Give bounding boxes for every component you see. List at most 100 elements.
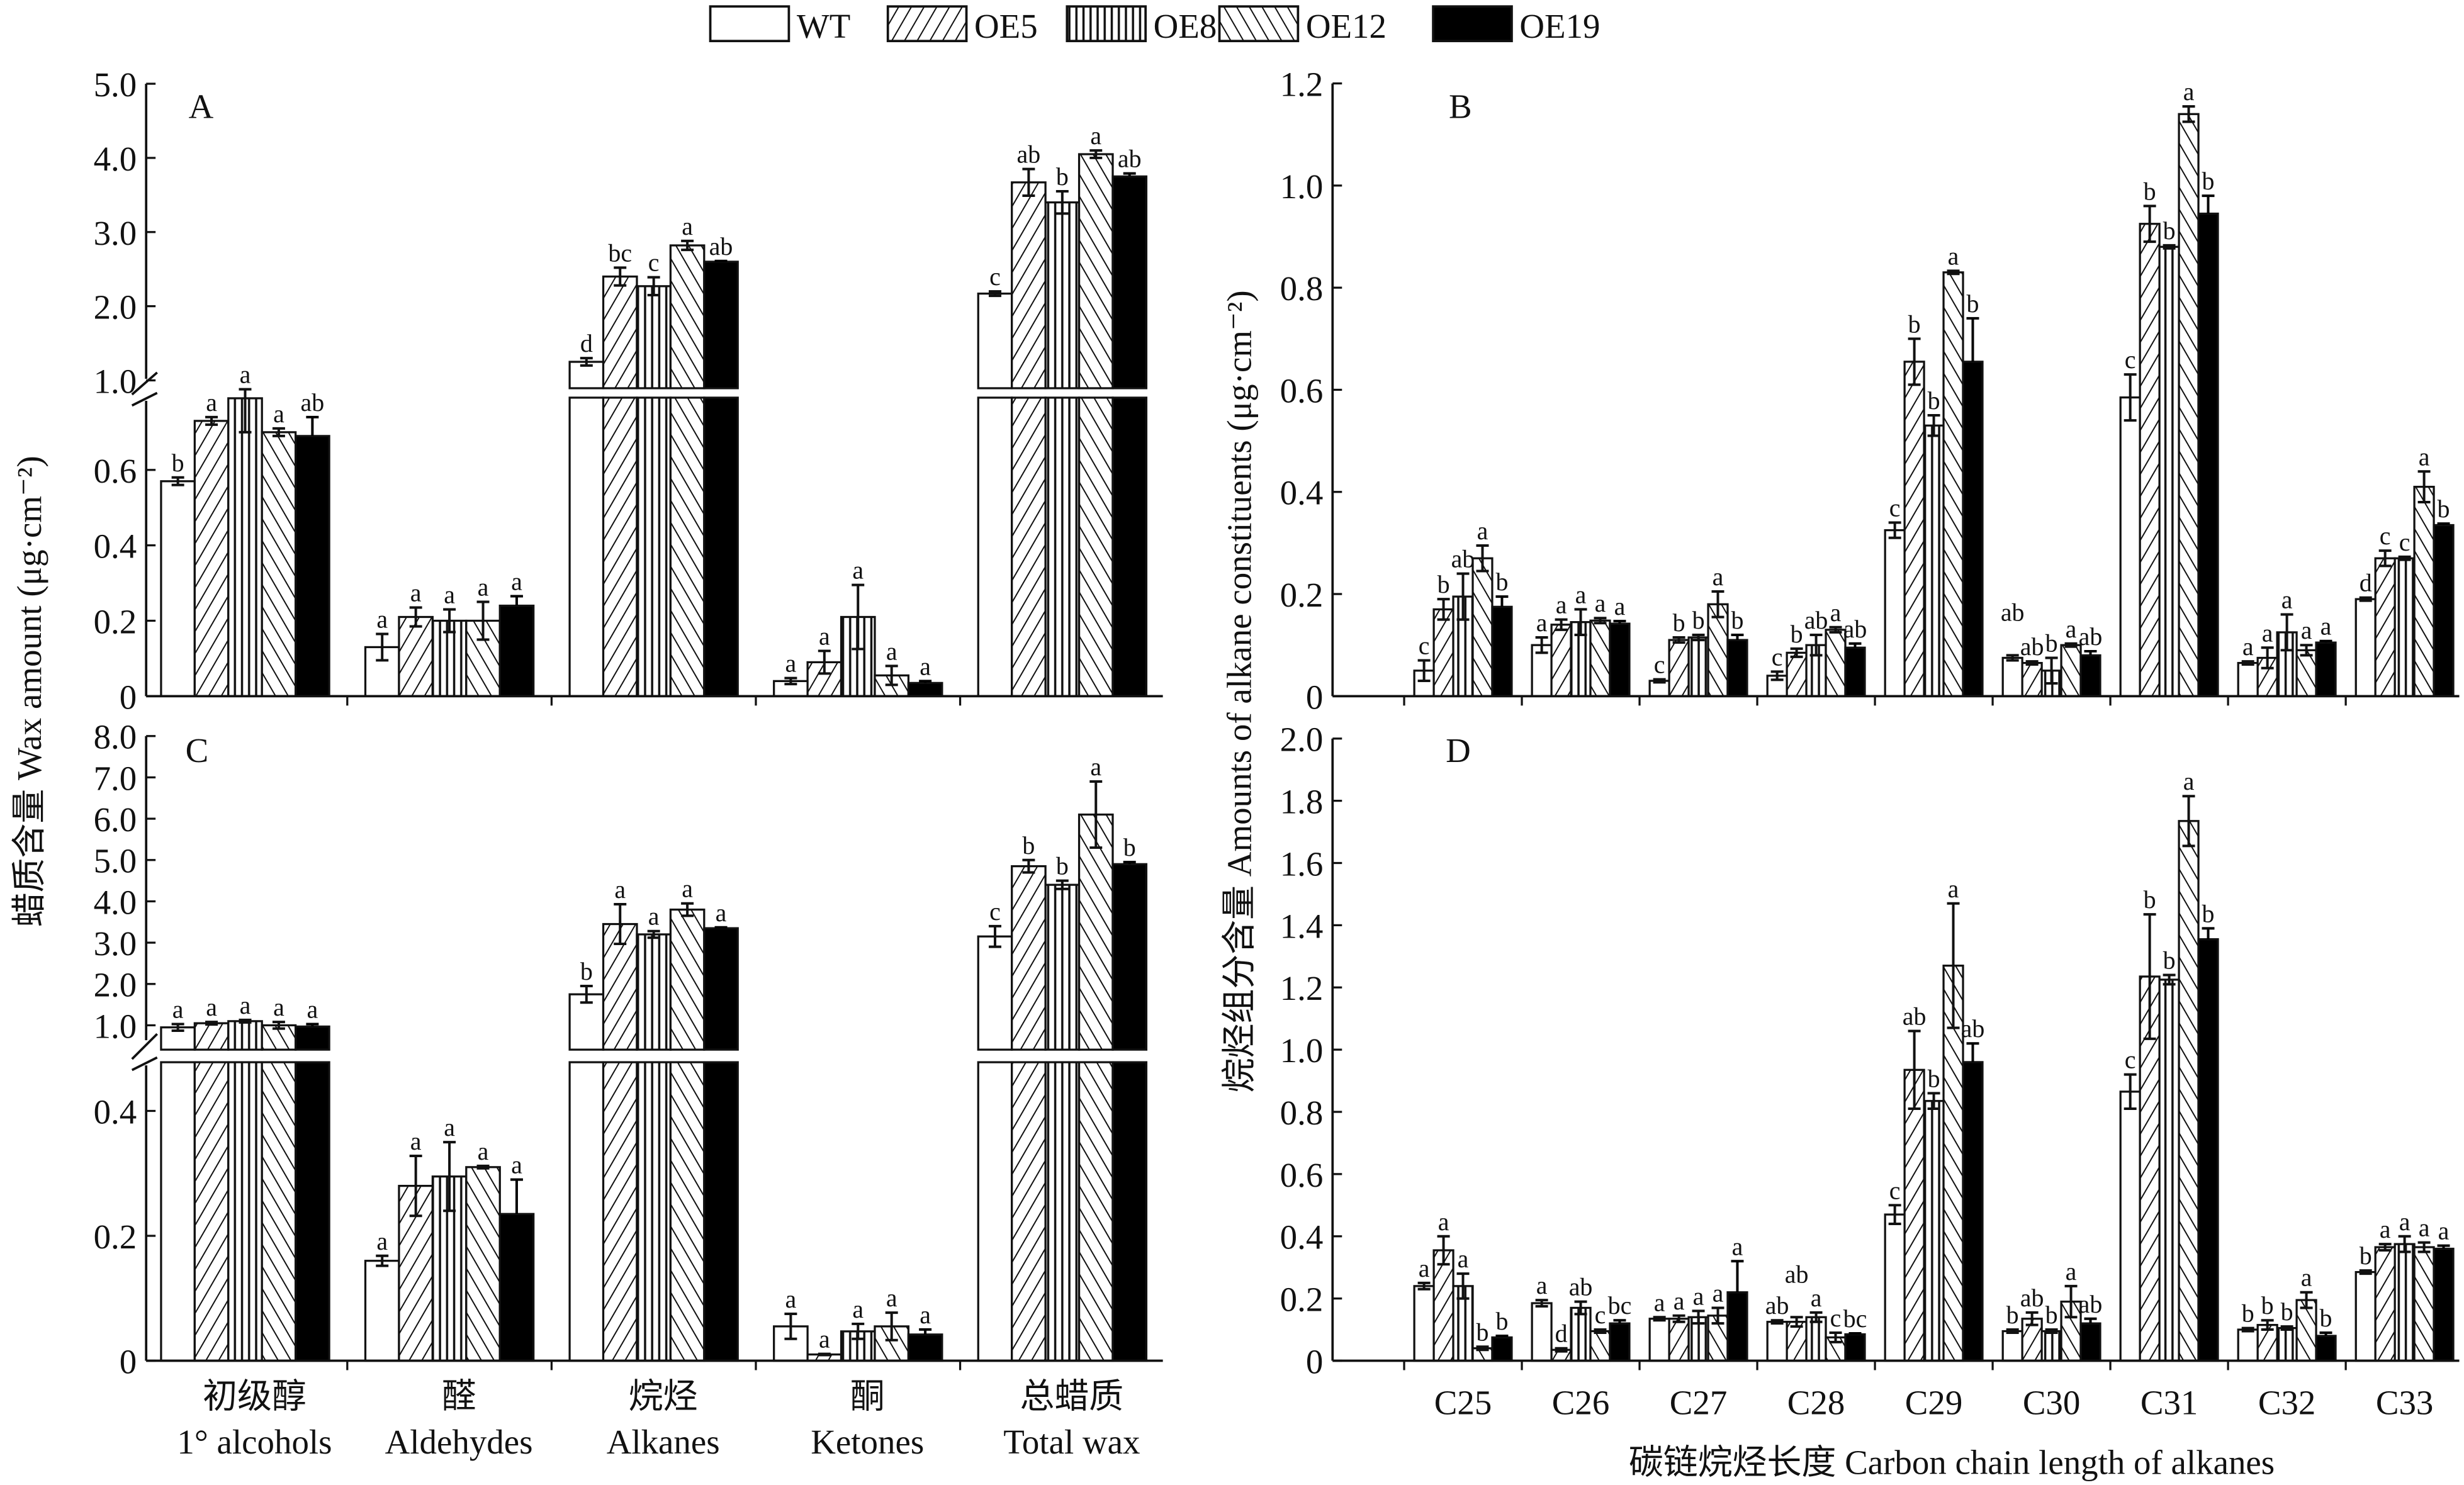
significance-letter: a: [1438, 1208, 1449, 1236]
significance-letter: a: [2380, 1215, 2391, 1243]
bar-OE12-C26: [1589, 619, 1611, 697]
bar-OE19-C27: [1726, 1291, 1748, 1362]
error-bar: [1692, 1309, 1705, 1325]
bar-WT-C32: [2237, 661, 2259, 697]
error-bar: [2280, 1325, 2293, 1331]
category-label: Ketones: [811, 1423, 924, 1461]
significance-letter: d: [2360, 569, 2372, 597]
bar-OE19-C32: [2315, 1335, 2337, 1362]
bar-OE8-Total wax-upper: [1044, 201, 1081, 389]
category-label: 1° alcohols: [177, 1423, 332, 1461]
y-tick-label: 8.0: [94, 718, 137, 756]
bar-WT-Total wax: [977, 396, 1013, 697]
significance-letter: a: [2066, 1257, 2077, 1286]
y-tick-label: 0.2: [94, 1218, 137, 1256]
bar-OE19-Total wax-upper: [1111, 175, 1148, 389]
category-label-zh: 初级醇: [203, 1377, 307, 1415]
error-bar: [2084, 649, 2097, 656]
significance-letter: b: [1692, 606, 1705, 634]
error-bar: [1022, 858, 1035, 874]
bar-OE8-C32: [2276, 1326, 2298, 1362]
significance-letter: ab: [1118, 145, 1142, 173]
error-bar: [714, 926, 728, 929]
significance-letter: a: [376, 1227, 388, 1255]
significance-letter: b: [1928, 386, 1940, 415]
significance-letter: c: [2125, 345, 2136, 374]
significance-letter: a: [920, 652, 931, 680]
bar-OE12-C32: [2295, 1299, 2317, 1362]
significance-letter: a: [852, 556, 864, 585]
panel-C: aabacaaaabaaaabaaaaaaaaab00.20.41.02.03.…: [94, 718, 1163, 1461]
legend-label: OE8: [1154, 7, 1217, 45]
bar-OE5-C33: [2374, 557, 2396, 697]
panel-label: C: [186, 731, 209, 770]
bar-WT-C28: [1766, 1321, 1788, 1362]
error-bar: [2417, 470, 2431, 503]
error-bar: [1022, 167, 1035, 198]
bar-OE19-C32: [2315, 641, 2337, 697]
error-bar: [239, 1018, 252, 1024]
significance-letter: a: [240, 991, 251, 1019]
significance-letter: a: [1654, 1288, 1665, 1316]
panel-label: D: [1446, 731, 1471, 770]
error-bar: [443, 608, 456, 634]
significance-letter: b: [1495, 568, 1508, 596]
error-bar: [647, 276, 660, 296]
category-label: C28: [1787, 1383, 1845, 1421]
significance-letter: a: [785, 1285, 797, 1313]
legend-label: OE12: [1306, 7, 1387, 45]
error-bar: [885, 1311, 898, 1342]
significance-letter: b: [1477, 1318, 1489, 1346]
category-label: Total wax: [1003, 1423, 1140, 1461]
bar-WT-1° alcohols: [160, 480, 196, 697]
error-bar: [2143, 913, 2156, 1040]
bar-OE19-C31: [2197, 212, 2219, 697]
error-bar: [1888, 1204, 1901, 1225]
error-bar: [1848, 642, 1862, 648]
bar-OE5-C26: [1550, 624, 1572, 697]
bar-OE5-C31: [2139, 975, 2161, 1362]
error-bar: [306, 1023, 319, 1027]
significance-letter: a: [1693, 1282, 1704, 1310]
significance-letter: c: [989, 897, 1001, 926]
bar-OE5-1° alcohols: [193, 420, 230, 697]
y-tick-label: 1.4: [1280, 907, 1324, 945]
bar-OE19-C30: [2079, 654, 2101, 697]
error-bar: [2006, 1328, 2019, 1334]
y-tick-label: 0.2: [94, 602, 137, 641]
y-tick-label: 4.0: [94, 883, 137, 921]
error-bar: [2124, 373, 2137, 422]
bar-OE8-C28: [1805, 1316, 1827, 1362]
bar-WT-Alkanes: [568, 1061, 605, 1362]
bar-OE19-Alkanes: [703, 396, 739, 697]
significance-letter: a: [2301, 1264, 2312, 1292]
bar-WT-C29: [1884, 529, 1906, 697]
bar-WT-C30: [2001, 1330, 2023, 1362]
error-bar: [1927, 1092, 1940, 1111]
bar-OE8-C31: [2158, 245, 2180, 697]
bar-WT-C25: [1413, 1285, 1435, 1362]
category-label: C30: [2023, 1383, 2081, 1421]
significance-letter: a: [511, 1151, 522, 1179]
bar-OE12-C33: [2413, 486, 2435, 697]
significance-letter: bc: [1843, 1304, 1867, 1333]
bar-OE12-C28: [1825, 629, 1847, 697]
panel-label: A: [189, 87, 214, 126]
significance-letter: b: [1056, 852, 1069, 880]
bar-WT-Total wax-upper: [977, 292, 1013, 389]
x-axis-label: 碳链烷烃长度 Carbon chain length of alkanes: [1629, 1443, 2275, 1481]
bar-OE12-Total wax-upper: [1077, 813, 1114, 1051]
significance-letter: ab: [1017, 140, 1041, 169]
error-bar: [2124, 1073, 2137, 1111]
bar-OE19-Alkanes-upper: [703, 927, 739, 1051]
legend-swatch-OE8: [1066, 5, 1147, 43]
significance-letter: a: [410, 1127, 422, 1155]
bar-OE12-1° alcohols: [261, 1061, 297, 1362]
significance-letter: b: [1056, 162, 1069, 191]
y-tick-label: 2.0: [94, 966, 137, 1004]
bar-OE8-C30: [2040, 1330, 2062, 1362]
error-bar: [1947, 269, 1960, 276]
error-bar: [1594, 617, 1607, 625]
error-bar: [1555, 1347, 1568, 1353]
